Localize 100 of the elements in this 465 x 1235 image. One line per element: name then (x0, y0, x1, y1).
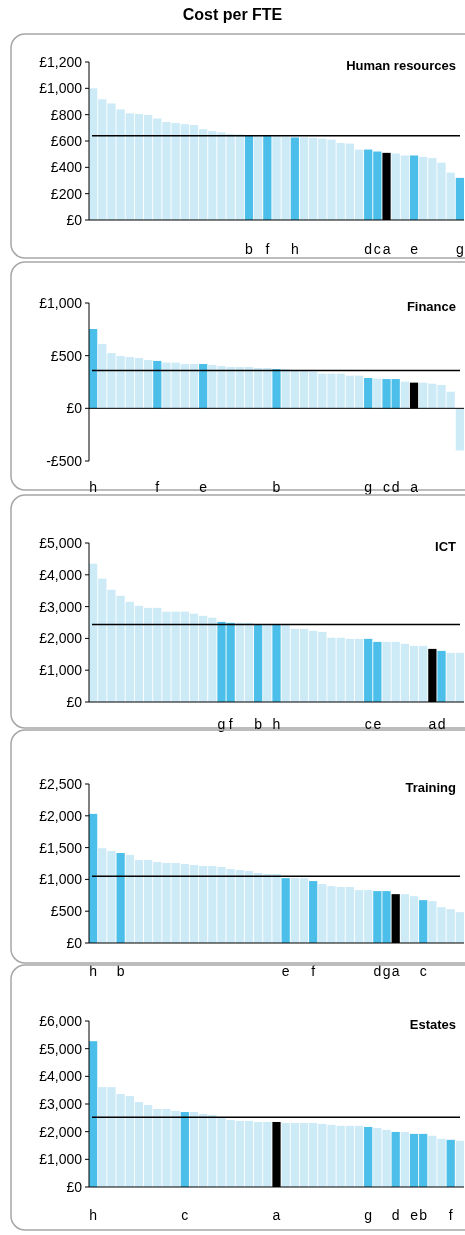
chart-subtitle: Finance (406, 299, 456, 314)
bar (272, 369, 281, 409)
bar (437, 650, 446, 702)
x-tick-label: d (437, 716, 446, 732)
bar (455, 1140, 464, 1187)
bar (263, 624, 272, 702)
y-tick-label: £2,500 (39, 775, 83, 792)
y-tick-label: £0 (66, 211, 83, 228)
y-tick-label: £0 (66, 1178, 83, 1195)
y-tick-label: £1,000 (39, 1151, 83, 1168)
y-tick-label: -£500 (46, 452, 83, 469)
x-tick-label: f (228, 716, 233, 732)
bar (244, 135, 254, 220)
x-tick-label: g (217, 716, 226, 732)
bar (400, 381, 409, 409)
x-tick-label: c (383, 479, 391, 495)
chart-title: Cost per FTE (182, 6, 283, 23)
y-tick-label: £0 (66, 400, 83, 417)
y-tick-label: £400 (50, 159, 83, 176)
y-tick-label: £6,000 (39, 1012, 83, 1029)
x-tick-label: d (391, 1207, 400, 1223)
x-tick-label: c (419, 963, 427, 979)
x-tick-label: h (272, 716, 281, 732)
chart-subtitle: ICT (435, 539, 457, 554)
bar (153, 360, 162, 409)
y-tick-label: £3,000 (39, 1095, 83, 1112)
x-tick-label: f (265, 241, 270, 257)
bar (263, 135, 272, 220)
y-tick-label: £3,000 (39, 598, 83, 615)
y-tick-label: £200 (50, 185, 83, 202)
x-tick-label: a (272, 1207, 281, 1223)
y-tick-label: £4,000 (39, 1068, 83, 1085)
bar (309, 881, 318, 943)
x-tick-label: a (382, 241, 391, 257)
bar (281, 878, 290, 943)
x-tick-label: g (382, 963, 391, 979)
x-tick-label: b (245, 241, 254, 257)
x-tick-label: b (116, 963, 125, 979)
x-tick-label: e (199, 479, 208, 495)
bar (409, 155, 419, 220)
x-tick-label: c (373, 241, 381, 257)
x-tick-label: d (391, 479, 400, 495)
y-tick-label: £600 (50, 132, 83, 149)
bar (180, 1112, 189, 1187)
x-tick-label: f (155, 479, 160, 495)
chart-subtitle: Human resources (346, 58, 456, 73)
bar (455, 177, 464, 220)
x-tick-label: f (311, 963, 316, 979)
bar (116, 853, 125, 943)
bar (290, 137, 299, 220)
x-tick-label: d (364, 241, 373, 257)
x-tick-label: d (373, 963, 382, 979)
y-tick-label: £0 (66, 693, 83, 710)
bar (272, 624, 281, 702)
x-tick-label: b (419, 1207, 428, 1223)
y-tick-label: £0 (66, 934, 83, 951)
y-tick-label: £1,000 (39, 871, 83, 888)
chart-subtitle: Estates (409, 1017, 456, 1032)
x-tick-label: h (89, 963, 98, 979)
y-tick-label: £1,000 (39, 294, 83, 311)
x-tick-label: a (428, 716, 437, 732)
bar (400, 1131, 409, 1187)
y-tick-label: £5,000 (39, 534, 83, 551)
bar (364, 378, 373, 409)
bar (419, 900, 428, 943)
bar (199, 363, 208, 409)
bar (455, 408, 464, 451)
x-tick-label: c (181, 1207, 189, 1223)
y-tick-label: £500 (50, 347, 83, 364)
x-tick-label: g (455, 241, 464, 257)
x-tick-label: g (364, 479, 373, 495)
y-tick-label: £1,500 (39, 839, 83, 856)
y-tick-label: £800 (50, 106, 83, 123)
x-tick-label: b (254, 716, 263, 732)
bar (254, 624, 263, 702)
y-tick-label: £2,000 (39, 630, 83, 647)
x-tick-label: a (391, 963, 400, 979)
x-tick-label: e (410, 241, 419, 257)
y-tick-label: £1,000 (39, 662, 83, 679)
x-tick-label: h (89, 479, 98, 495)
x-tick-label: e (281, 963, 290, 979)
y-tick-label: £2,000 (39, 1123, 83, 1140)
bar (373, 378, 382, 409)
y-tick-label: £1,200 (39, 53, 83, 70)
y-tick-label: £500 (50, 903, 83, 920)
x-tick-label: b (272, 479, 281, 495)
y-tick-label: £1,000 (39, 80, 83, 97)
x-tick-label: e (373, 716, 382, 732)
x-tick-label: f (448, 1207, 453, 1223)
bar (364, 1126, 373, 1187)
x-tick-label: c (364, 716, 372, 732)
bar (254, 135, 263, 220)
x-tick-label: a (410, 479, 419, 495)
bar (446, 1139, 455, 1187)
y-tick-label: £5,000 (39, 1040, 83, 1057)
y-tick-label: £2,000 (39, 807, 83, 824)
x-tick-label: e (410, 1207, 419, 1223)
chart-subtitle: Training (405, 780, 457, 795)
x-tick-label: h (89, 1207, 98, 1223)
x-tick-label: h (290, 241, 299, 257)
